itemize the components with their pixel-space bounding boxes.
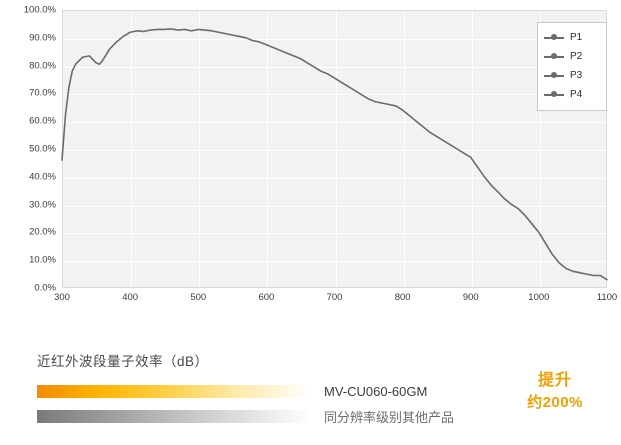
y-axis-tick-label: 70.0% bbox=[29, 87, 56, 99]
gridline-vertical bbox=[199, 11, 201, 287]
qe-chart: P1 P2 P3 P4 300 400 500 600 700 800 900 1000 110… bbox=[23, 4, 618, 304]
gridline-horizontal bbox=[63, 94, 606, 96]
y-axis-tick-label: 10.0% bbox=[29, 254, 56, 266]
gridline-vertical bbox=[267, 11, 269, 287]
chart-legend: P1 P2 P3 P4 bbox=[537, 22, 607, 111]
y-axis-tick-label: 30.0% bbox=[29, 199, 56, 211]
gridline-horizontal bbox=[63, 150, 606, 151]
y-axis-tick-label: 80.0% bbox=[29, 60, 56, 72]
highlight-bottom-text: 约200% bbox=[527, 394, 583, 411]
bar-gradient-product bbox=[37, 385, 312, 398]
legend-label: P2 bbox=[570, 51, 583, 62]
bar-row: MV-CU060-60GM bbox=[37, 384, 597, 399]
legend-label: P3 bbox=[570, 70, 583, 81]
y-axis-tick-label: 60.0% bbox=[29, 115, 56, 127]
bar-label: MV-CU060-60GM bbox=[324, 384, 428, 399]
x-axis-tick-label: 1100 bbox=[596, 292, 618, 303]
legend-label: P4 bbox=[570, 89, 583, 100]
comparison-bars: MV-CU060-60GM 同分辨率级别其他产品 bbox=[37, 384, 597, 435]
y-axis-tick-label: 40.0% bbox=[29, 171, 56, 183]
bar-label: 同分辨率级别其他产品 bbox=[324, 410, 455, 425]
bar-row: 同分辨率级别其他产品 bbox=[37, 410, 597, 425]
gridline-vertical bbox=[335, 11, 337, 287]
gridline-horizontal bbox=[63, 177, 606, 179]
gridline-horizontal bbox=[63, 261, 606, 263]
x-axis-tick-label: 700 bbox=[326, 292, 343, 303]
y-axis-tick-label: 100.0% bbox=[23, 4, 56, 16]
chart-caption: 近红外波段量子效率（dB） bbox=[37, 354, 209, 369]
x-axis-tick-label: 500 bbox=[190, 292, 207, 303]
highlight-top-text: 提升 bbox=[537, 372, 572, 389]
plot-area bbox=[62, 10, 607, 288]
gridline-horizontal bbox=[63, 122, 606, 124]
legend-item-p4: P4 bbox=[544, 85, 600, 104]
y-axis-tick-label: 50.0% bbox=[29, 143, 56, 155]
bar-gradient-competitor bbox=[37, 410, 312, 423]
legend-line-icon bbox=[544, 72, 564, 78]
gridline-vertical bbox=[471, 11, 473, 287]
gridline-horizontal bbox=[63, 205, 606, 207]
gridline-horizontal bbox=[63, 38, 606, 40]
y-axis-tick-label: 20.0% bbox=[29, 226, 56, 238]
legend-line-icon bbox=[544, 91, 564, 97]
x-axis-tick-label: 800 bbox=[394, 292, 411, 303]
legend-line-icon bbox=[544, 34, 564, 40]
x-axis-tick-label: 1000 bbox=[528, 292, 550, 303]
legend-line-icon bbox=[544, 53, 564, 59]
x-axis-tick-label: 400 bbox=[122, 292, 139, 303]
gridline-horizontal bbox=[63, 66, 606, 68]
gridline-horizontal bbox=[63, 233, 606, 235]
legend-label: P1 bbox=[570, 32, 583, 43]
legend-item-p2: P2 bbox=[544, 47, 600, 66]
x-axis-tick-label: 900 bbox=[462, 292, 479, 303]
gridline-vertical bbox=[403, 11, 405, 287]
y-axis-tick-label: 0.0% bbox=[34, 282, 56, 294]
highlight-callout: 提升 约200% bbox=[509, 370, 601, 414]
gridline-vertical bbox=[131, 11, 133, 287]
y-axis-tick-label: 90.0% bbox=[29, 32, 56, 44]
legend-item-p3: P3 bbox=[544, 66, 600, 85]
legend-item-p1: P1 bbox=[544, 28, 600, 47]
x-axis-tick-label: 300 bbox=[54, 292, 70, 303]
x-axis-tick-label: 600 bbox=[258, 292, 275, 303]
